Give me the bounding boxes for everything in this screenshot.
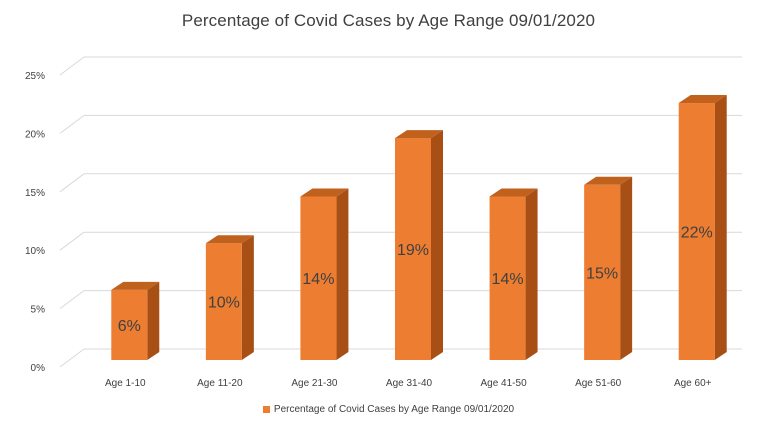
gridline-depth xyxy=(59,173,85,193)
gridline-depth xyxy=(59,348,85,368)
bar-top xyxy=(300,188,349,197)
y-tick-label: 15% xyxy=(25,188,45,199)
bar xyxy=(111,289,148,360)
x-tick-label: Age 11-20 xyxy=(197,378,243,389)
legend: Percentage of Covid Cases by Age Range 0… xyxy=(0,404,777,415)
legend-swatch xyxy=(262,406,270,413)
x-tick-label: Age 21-30 xyxy=(291,378,338,389)
bar-top xyxy=(678,95,727,104)
bar-top xyxy=(111,281,160,290)
bar-side xyxy=(431,130,443,360)
bar-side xyxy=(620,176,633,360)
bar-top xyxy=(584,176,633,185)
data-label: 14% xyxy=(302,271,334,288)
x-tick-label: Age 31-40 xyxy=(386,378,433,389)
bar-side xyxy=(714,95,727,360)
bar-side xyxy=(241,235,254,360)
bar xyxy=(489,196,526,360)
y-tick-label: 5% xyxy=(31,305,46,316)
gridline-depth xyxy=(59,56,85,76)
bar-side xyxy=(147,281,160,360)
data-label: 6% xyxy=(118,318,141,335)
bar-side xyxy=(336,188,349,360)
bar xyxy=(584,184,621,360)
y-tick-label: 0% xyxy=(31,363,46,374)
y-tick-label: 20% xyxy=(25,129,45,140)
bar-top xyxy=(395,130,443,139)
bar xyxy=(395,138,431,360)
x-tick-label: Age 51-60 xyxy=(575,378,622,389)
gridline-depth xyxy=(59,290,85,310)
x-tick-label: Age 41-50 xyxy=(480,378,527,389)
bar xyxy=(678,103,715,360)
bar-top xyxy=(489,188,538,197)
bar-top xyxy=(205,235,254,244)
data-label: 22% xyxy=(681,225,713,242)
gridline-depth xyxy=(59,231,85,251)
chart-title: Percentage of Covid Cases by Age Range 0… xyxy=(181,11,596,30)
gridline-depth xyxy=(59,115,85,134)
legend-label: Percentage of Covid Cases by Age Range 0… xyxy=(273,404,515,415)
x-tick-label: Age 60+ xyxy=(674,378,712,389)
bar xyxy=(300,196,337,360)
data-label: 15% xyxy=(586,265,618,282)
x-tick-label: Age 1-10 xyxy=(105,378,146,389)
y-tick-label: 10% xyxy=(25,246,45,257)
bar-side xyxy=(525,188,538,360)
data-label: 10% xyxy=(208,295,240,312)
bar xyxy=(205,243,242,360)
data-label: 19% xyxy=(397,242,429,259)
data-label: 14% xyxy=(492,271,524,288)
y-tick-label: 25% xyxy=(25,71,45,82)
